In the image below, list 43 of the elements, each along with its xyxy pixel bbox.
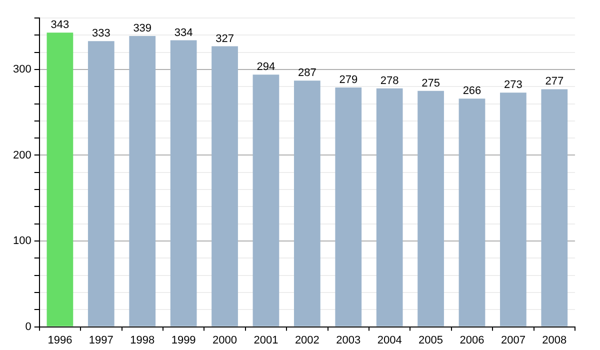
data-label: 266 bbox=[462, 85, 482, 98]
x-tick-label: 2000 bbox=[212, 334, 238, 346]
x-tick-label: 2003 bbox=[336, 334, 361, 346]
x-tick-label: 1998 bbox=[130, 334, 155, 346]
x-tick-label: 1996 bbox=[48, 334, 72, 346]
x-tick-label: 2005 bbox=[418, 334, 444, 346]
bar bbox=[46, 32, 74, 326]
x-tick-label: 2002 bbox=[294, 334, 320, 346]
data-label: 279 bbox=[339, 74, 358, 86]
bar bbox=[541, 89, 568, 326]
bar bbox=[294, 80, 320, 326]
x-tick-label: 2007 bbox=[500, 334, 526, 346]
data-label: 278 bbox=[380, 74, 399, 87]
bar bbox=[129, 36, 156, 326]
data-label: 343 bbox=[50, 19, 70, 32]
x-tick-label: 2006 bbox=[460, 334, 484, 346]
bar bbox=[500, 92, 526, 326]
data-label: 287 bbox=[298, 67, 316, 80]
y-tick-label: 100 bbox=[12, 235, 32, 248]
bar bbox=[376, 88, 403, 326]
bar bbox=[458, 98, 486, 326]
data-label: 294 bbox=[256, 61, 276, 74]
data-label: 273 bbox=[504, 79, 522, 92]
data-label: 277 bbox=[545, 76, 564, 88]
bar bbox=[88, 41, 114, 326]
bar bbox=[335, 87, 362, 326]
y-tick-label: 200 bbox=[12, 149, 32, 162]
bar bbox=[252, 74, 280, 326]
x-tick-label: 2004 bbox=[377, 334, 402, 346]
data-label: 334 bbox=[174, 26, 193, 39]
y-tick-label: 300 bbox=[12, 64, 32, 76]
bar bbox=[212, 46, 238, 326]
bar bbox=[170, 40, 197, 326]
data-label: 275 bbox=[422, 77, 440, 90]
data-label: 333 bbox=[92, 28, 110, 40]
x-tick-label: 2001 bbox=[254, 334, 278, 346]
y-tick-label: 0 bbox=[25, 320, 32, 333]
x-tick-label: 1997 bbox=[88, 334, 114, 346]
data-label: 339 bbox=[133, 22, 152, 35]
x-tick-label: 2008 bbox=[542, 334, 567, 346]
bar bbox=[418, 90, 444, 326]
x-tick-label: 1999 bbox=[171, 334, 196, 346]
data-label: 327 bbox=[216, 32, 234, 45]
